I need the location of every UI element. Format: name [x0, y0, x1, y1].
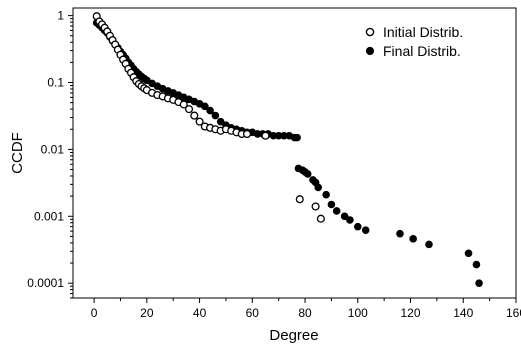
final-distrib-point — [303, 170, 312, 178]
final-distrib-point — [346, 216, 354, 224]
y-axis-label: CCDF — [9, 132, 26, 174]
final-distrib-point — [464, 249, 473, 258]
final-distrib-point — [409, 235, 417, 243]
initial-distrib-point — [190, 111, 199, 120]
final-distrib-point — [472, 260, 481, 269]
initial-distrib-point — [261, 131, 270, 140]
x-axis-label: Degree — [269, 327, 318, 344]
initial-distrib-point — [295, 195, 304, 204]
final-distrib-point — [425, 240, 433, 249]
legend-marker-final — [365, 46, 375, 56]
final-distrib-point — [396, 229, 404, 238]
y-tick-label: 0.01 — [41, 142, 65, 156]
initial-distrib-point — [195, 117, 204, 126]
final-distrib-point — [206, 106, 214, 115]
initial-distrib-point — [179, 100, 188, 109]
series-initial-distrib — [92, 12, 325, 223]
final-distrib-point — [353, 222, 362, 231]
final-distrib-point — [293, 133, 301, 142]
initial-distrib-point — [184, 105, 194, 114]
legend-label-final: Final Distrib. — [383, 43, 461, 59]
initial-distrib-point — [242, 129, 252, 139]
y-tick-label: 0.001 — [34, 209, 64, 223]
y-tick-label: 0.1 — [47, 76, 64, 90]
series-final-distrib — [92, 19, 483, 287]
final-distrib-point — [475, 279, 483, 287]
x-tick-label: 80 — [298, 306, 312, 320]
x-axis-ticks: 0 20 40 60 80 100 120 140 160 — [91, 298, 521, 320]
legend: Initial Distrib. Final Distrib. — [365, 24, 463, 59]
plot-frame — [72, 7, 517, 299]
legend-label-initial: Initial Distrib. — [383, 24, 463, 40]
final-distrib-point — [314, 183, 323, 192]
legend-marker-initial — [365, 27, 375, 37]
final-distrib-point — [327, 200, 336, 209]
x-tick-label: 0 — [91, 306, 98, 320]
x-tick-label: 40 — [193, 306, 207, 320]
final-distrib-point — [201, 102, 209, 111]
final-distrib-point — [361, 226, 370, 234]
initial-distrib-point — [316, 214, 325, 223]
initial-distrib-point — [311, 202, 320, 211]
y-tick-label: 1 — [57, 9, 64, 23]
y-tick-label: 0.0001 — [27, 276, 64, 290]
final-distrib-point — [340, 212, 349, 221]
final-distrib-point — [216, 117, 225, 126]
x-tick-label: 20 — [140, 306, 154, 320]
final-distrib-point — [211, 111, 220, 120]
x-tick-label: 60 — [246, 306, 260, 320]
x-tick-label: 140 — [453, 306, 473, 320]
final-distrib-point — [322, 190, 330, 199]
y-axis-ticks: 1 0.1 0.01 0.001 0.0001 — [27, 9, 73, 299]
x-tick-label: 120 — [401, 306, 421, 320]
x-tick-label: 100 — [348, 306, 368, 320]
final-distrib-point — [332, 207, 341, 215]
x-tick-label: 160 — [506, 306, 521, 320]
